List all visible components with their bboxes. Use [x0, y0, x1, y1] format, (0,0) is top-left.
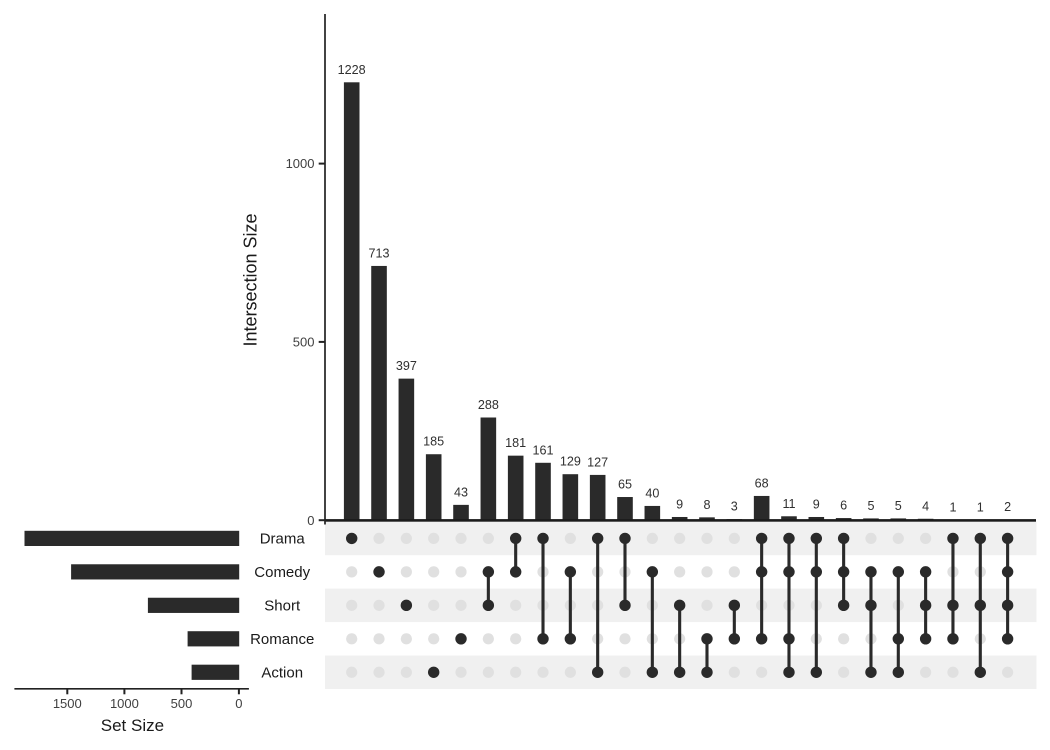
svg-text:185: 185: [423, 435, 444, 449]
svg-text:4: 4: [922, 499, 929, 513]
svg-text:Comedy: Comedy: [254, 564, 310, 581]
svg-text:40: 40: [645, 486, 659, 500]
svg-text:1000: 1000: [110, 696, 139, 711]
svg-text:Intersection Size: Intersection Size: [241, 213, 261, 346]
svg-text:5: 5: [895, 499, 902, 513]
svg-text:9: 9: [813, 497, 820, 511]
svg-text:397: 397: [396, 359, 417, 373]
svg-text:288: 288: [478, 398, 499, 412]
svg-text:1: 1: [949, 500, 956, 514]
svg-text:9: 9: [676, 497, 683, 511]
svg-text:5: 5: [867, 499, 874, 513]
svg-text:181: 181: [505, 436, 526, 450]
svg-text:43: 43: [454, 485, 468, 499]
svg-text:127: 127: [587, 455, 608, 469]
svg-text:65: 65: [618, 478, 632, 492]
svg-text:500: 500: [293, 335, 315, 350]
svg-text:11: 11: [782, 497, 795, 511]
svg-text:1228: 1228: [338, 63, 366, 77]
svg-text:68: 68: [755, 476, 769, 490]
svg-text:161: 161: [533, 443, 554, 457]
svg-text:1000: 1000: [286, 156, 315, 171]
svg-text:Set Size: Set Size: [101, 716, 164, 735]
svg-text:1: 1: [977, 500, 984, 514]
svg-text:Romance: Romance: [250, 631, 314, 648]
svg-text:713: 713: [369, 246, 390, 260]
svg-text:1500: 1500: [53, 696, 82, 711]
svg-text:8: 8: [703, 498, 710, 512]
svg-text:0: 0: [307, 513, 314, 528]
svg-text:Drama: Drama: [260, 531, 306, 548]
svg-text:Action: Action: [261, 664, 303, 681]
svg-text:3: 3: [731, 500, 738, 514]
svg-text:Short: Short: [264, 598, 301, 615]
svg-text:0: 0: [235, 696, 242, 711]
svg-text:6: 6: [840, 499, 847, 513]
svg-text:500: 500: [171, 696, 193, 711]
svg-text:129: 129: [560, 455, 581, 469]
svg-text:2: 2: [1004, 500, 1011, 514]
